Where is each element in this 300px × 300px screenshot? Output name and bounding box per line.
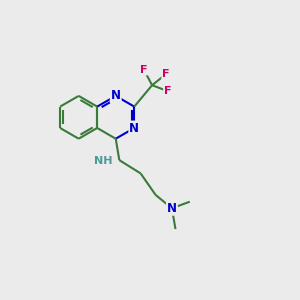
Text: N: N: [129, 122, 139, 134]
Text: F: F: [140, 64, 148, 74]
Text: NH: NH: [94, 156, 113, 166]
Text: F: F: [162, 69, 170, 79]
Text: F: F: [164, 86, 172, 96]
Text: N: N: [111, 89, 121, 102]
Text: N: N: [167, 202, 177, 215]
